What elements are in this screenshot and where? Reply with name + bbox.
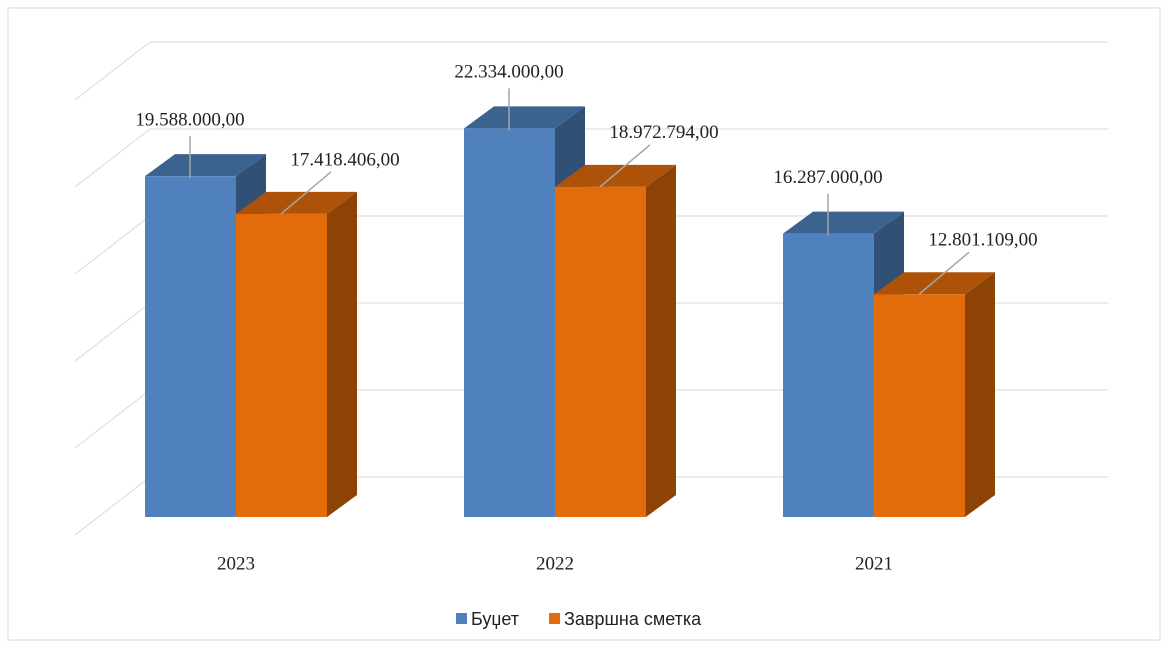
legend-label: Буџет (471, 609, 519, 629)
data-label: 22.334.000,00 (454, 62, 563, 83)
bar-side (646, 164, 676, 517)
grid-line-side (74, 41, 151, 101)
legend-label: Завршна сметка (564, 609, 702, 629)
data-label: 16.287.000,00 (773, 167, 882, 188)
legend-swatch (549, 613, 561, 624)
bar (874, 294, 965, 517)
bar-top (874, 272, 995, 295)
grid-line-side (74, 128, 151, 188)
bar-top (555, 164, 676, 187)
bar-top (145, 154, 266, 177)
leader-line (918, 251, 970, 295)
x-tick-label: 2023 (217, 553, 255, 574)
leader-line (599, 144, 651, 188)
bar (555, 186, 646, 517)
grid-line-side (74, 215, 151, 275)
legend-swatch (456, 613, 467, 624)
data-label: 17.418.406,00 (290, 149, 399, 170)
data-label: 18.972.794,00 (609, 122, 718, 143)
bar (464, 128, 555, 517)
grid-line-side (74, 476, 151, 536)
bar (236, 213, 327, 517)
bar-side (965, 272, 995, 517)
data-label: 19.588.000,00 (135, 110, 244, 131)
x-tick-label: 2022 (536, 553, 574, 574)
grid-line-side (74, 389, 151, 449)
data-label: 12.801.109,00 (928, 230, 1037, 251)
grid-line-side (74, 302, 151, 362)
bar-top (783, 211, 904, 234)
bar-side (327, 191, 357, 517)
x-tick-label: 2021 (855, 553, 893, 574)
bar (145, 176, 236, 517)
bar-top (464, 106, 585, 129)
leader-line (280, 171, 332, 215)
bar-top (236, 191, 357, 214)
bar (783, 233, 874, 517)
